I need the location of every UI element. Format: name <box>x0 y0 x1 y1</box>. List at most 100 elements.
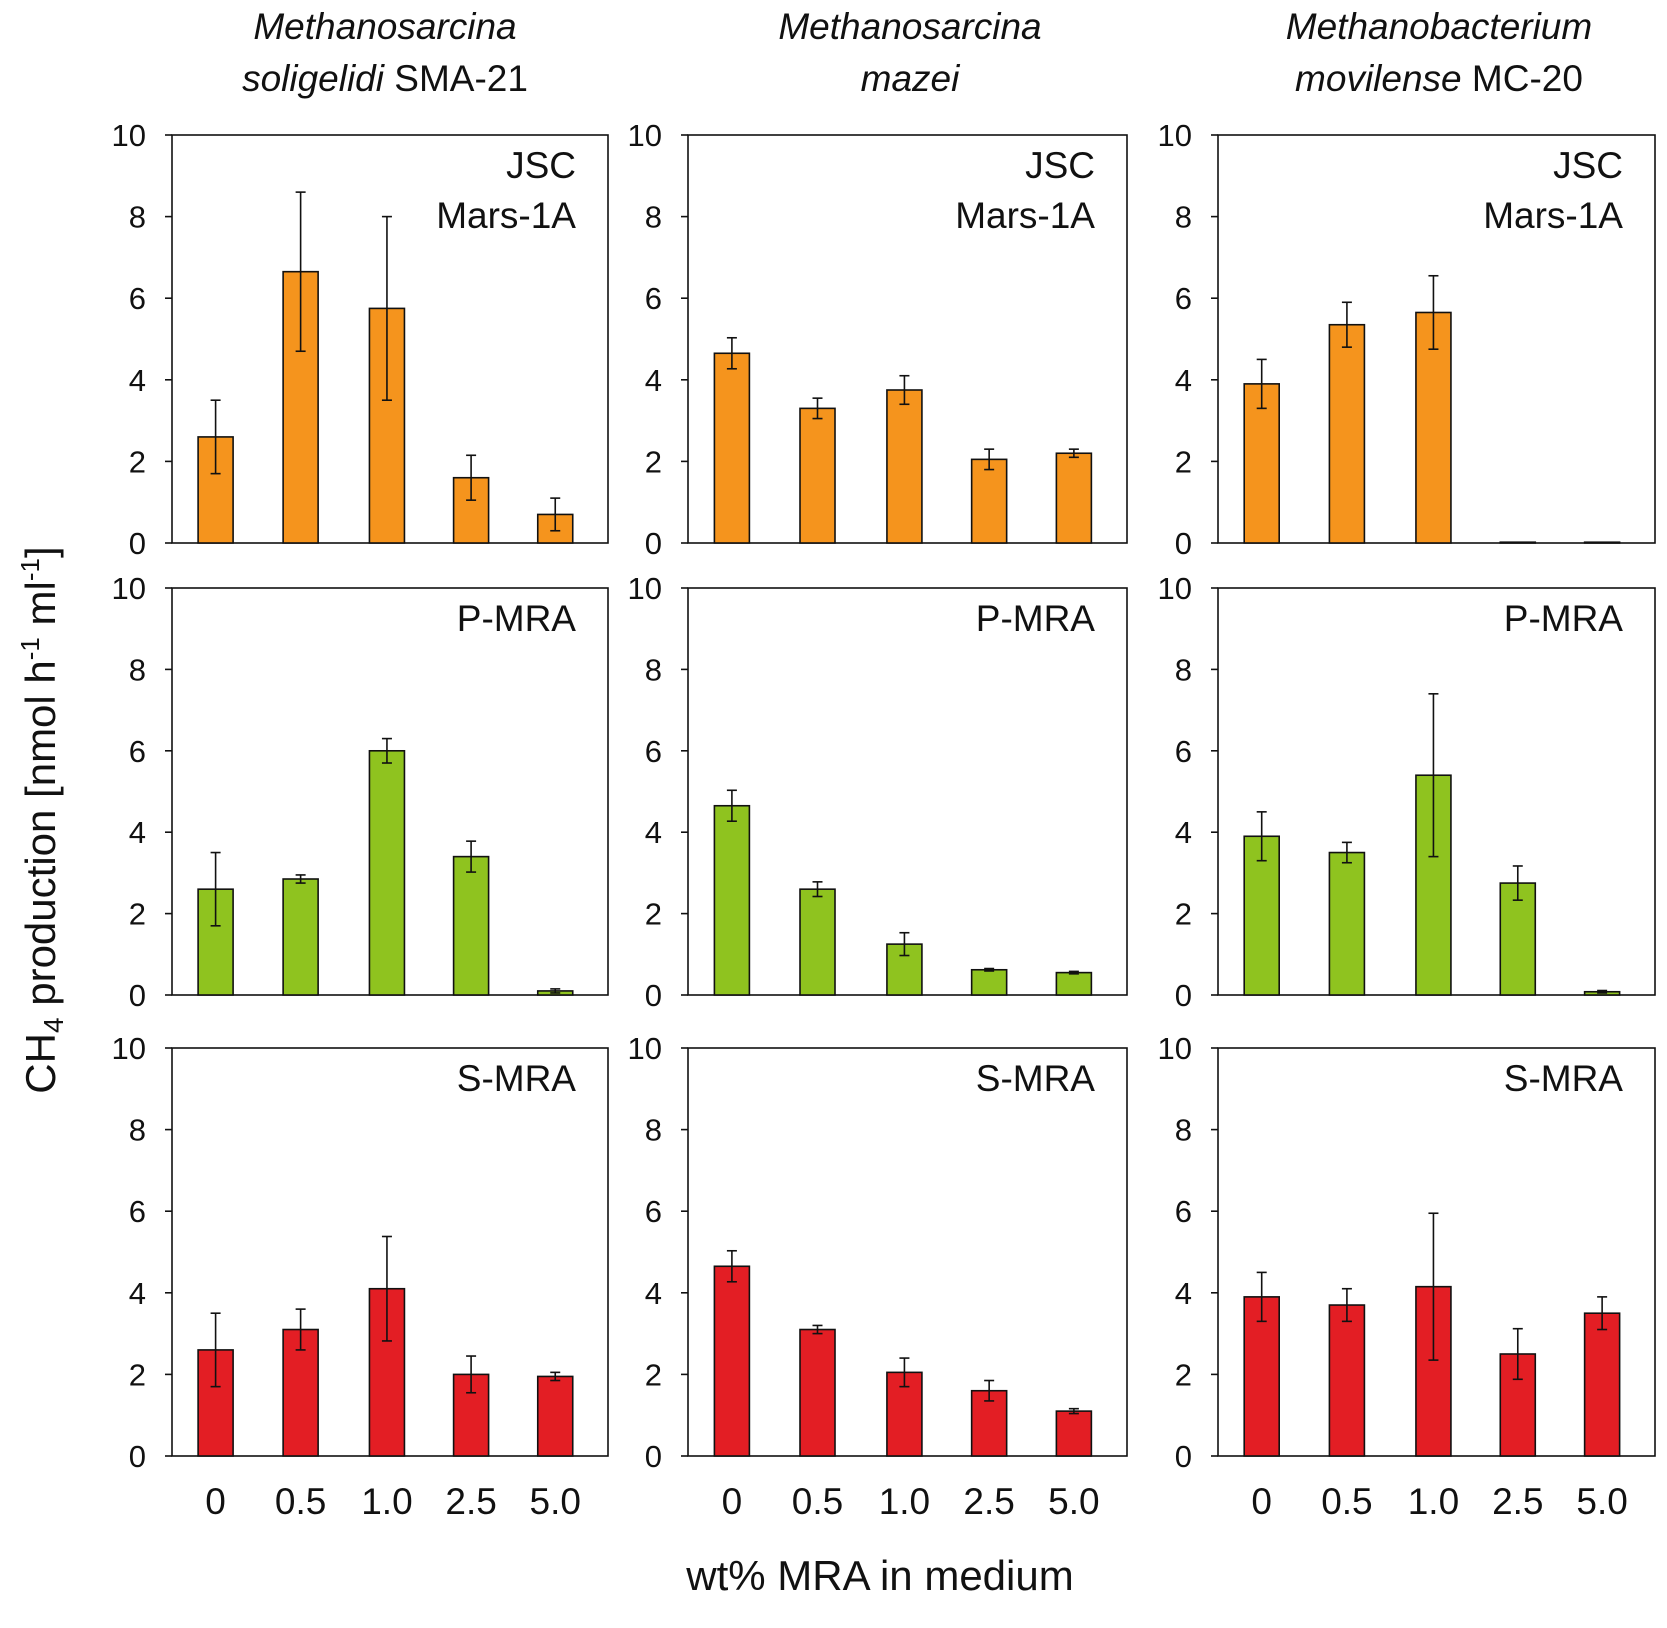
y-tick-label: 2 <box>645 444 662 479</box>
y-tick-label: 6 <box>1175 1194 1192 1229</box>
column-title-2: Methanosarcina mazei <box>778 6 1041 99</box>
bar <box>799 1328 836 1457</box>
panel-label: P-MRA <box>1504 598 1624 639</box>
panel-label: P-MRA <box>457 598 577 639</box>
bar <box>1055 452 1093 544</box>
bar <box>970 458 1008 544</box>
panel-label: Mars-1A <box>436 195 576 236</box>
y-tick-label: 0 <box>129 978 146 1013</box>
y-tick-label: 10 <box>112 118 146 153</box>
panel-2-1: 0 2 4 6 8 10 P-MRA <box>112 571 609 1013</box>
bar <box>1415 311 1452 544</box>
y-tick-label: 4 <box>129 815 146 850</box>
x-tick-label: 1.0 <box>879 1481 930 1522</box>
y-tick-label: 6 <box>129 734 146 769</box>
bar <box>1328 1304 1366 1457</box>
y-tick-label: 8 <box>1175 652 1192 687</box>
column-title-1: Methanosarcina soligelidi SMA-21 <box>242 6 528 99</box>
y-tick-label: 4 <box>1175 1276 1192 1311</box>
panel-3-2: 0 2 4 6 8 10 S-MRA 0 0.5 1.0 2.5 5.0 <box>628 1031 1128 1522</box>
x-tick-label: 2.5 <box>963 1481 1014 1522</box>
bar <box>970 968 1008 996</box>
bar <box>799 407 836 544</box>
y-tick-label: 8 <box>645 652 662 687</box>
y-tick-label: 8 <box>129 652 146 687</box>
column-title-1-line1: Methanosarcina <box>253 6 516 47</box>
panel-1-1: 0 2 4 6 8 10 JSC Mars-1A <box>112 118 609 561</box>
x-tick-label: 0 <box>205 1481 226 1522</box>
column-title-3-line2: movilense MC-20 <box>1295 58 1583 99</box>
y-tick-label: 10 <box>1158 1031 1192 1066</box>
x-tick-label: 0.5 <box>1321 1481 1372 1522</box>
x-axis-label: wt% MRA in medium <box>685 1552 1073 1599</box>
bar <box>799 888 836 996</box>
y-tick-label: 6 <box>645 734 662 769</box>
panel-2-2: 0 2 4 6 8 10 P-MRA <box>628 571 1128 1013</box>
bar <box>197 888 234 996</box>
y-tick-label: 8 <box>1175 200 1192 235</box>
column-title-1-line2: soligelidi SMA-21 <box>242 58 528 99</box>
bar <box>1055 971 1093 996</box>
y-tick-label: 10 <box>112 1031 146 1066</box>
y-tick-label: 2 <box>645 897 662 932</box>
panel-label: Mars-1A <box>1483 195 1623 236</box>
x-tick-label: 1.0 <box>1408 1481 1459 1522</box>
y-tick-label: 10 <box>112 571 146 606</box>
panel-label: S-MRA <box>1504 1058 1624 1099</box>
bar <box>713 352 751 544</box>
x-tick-label: 0.5 <box>792 1481 843 1522</box>
panel-label: Mars-1A <box>955 195 1095 236</box>
y-tick-label: 4 <box>1175 815 1192 850</box>
y-tick-label: 0 <box>1175 526 1192 561</box>
bar <box>282 878 319 996</box>
y-tick-label: 4 <box>645 1276 662 1311</box>
panel-3-1: 0 2 4 6 8 10 S-MRA 0 0.5 1.0 2.5 5.0 <box>112 1031 609 1522</box>
y-tick-label: 0 <box>1175 1439 1192 1474</box>
y-tick-label: 8 <box>645 1113 662 1148</box>
x-tick-label: 5.0 <box>1048 1481 1099 1522</box>
y-tick-label: 6 <box>1175 281 1192 316</box>
y-tick-label: 0 <box>129 1439 146 1474</box>
y-tick-label: 4 <box>129 363 146 398</box>
y-tick-label: 0 <box>645 526 662 561</box>
panel-label: P-MRA <box>976 598 1096 639</box>
x-tick-label: 2.5 <box>1492 1481 1543 1522</box>
bar <box>1243 383 1280 544</box>
y-tick-label: 0 <box>645 978 662 1013</box>
y-tick-label: 8 <box>645 200 662 235</box>
y-tick-label: 10 <box>1158 571 1192 606</box>
y-axis-label: CH4 production [nmol h-1 ml-1] <box>15 546 69 1093</box>
x-tick-label: 1.0 <box>361 1481 412 1522</box>
y-tick-label: 4 <box>1175 363 1192 398</box>
bar <box>1055 1410 1093 1457</box>
y-tick-label: 4 <box>645 363 662 398</box>
panels: 0 2 4 6 8 10 JSC Mars-1A 0 2 4 6 8 10 JSC Mars-1A 0 2 4 6 8 1… <box>112 118 1656 1522</box>
bar <box>1415 1285 1452 1457</box>
y-tick-label: 2 <box>645 1357 662 1392</box>
bar <box>713 804 751 996</box>
y-tick-label: 2 <box>1175 1357 1192 1392</box>
y-tick-label: 6 <box>645 281 662 316</box>
y-tick-label: 10 <box>1158 118 1192 153</box>
y-tick-label: 0 <box>1175 978 1192 1013</box>
column-title-2-line1: Methanosarcina <box>778 6 1041 47</box>
y-tick-label: 8 <box>129 1113 146 1148</box>
bar <box>1328 323 1366 544</box>
y-tick-label: 0 <box>645 1439 662 1474</box>
x-tick-label: 0 <box>722 1481 743 1522</box>
y-tick-label: 8 <box>129 200 146 235</box>
y-tick-label: 8 <box>1175 1113 1192 1148</box>
y-tick-label: 2 <box>1175 897 1192 932</box>
panel-label: JSC <box>1553 145 1623 186</box>
panel-2-3: 0 2 4 6 8 10 P-MRA <box>1158 571 1656 1013</box>
bar <box>1499 882 1537 996</box>
x-tick-label: 0.5 <box>275 1481 326 1522</box>
bar <box>713 1265 751 1457</box>
y-tick-label: 6 <box>129 281 146 316</box>
column-title-3-line1: Methanobacterium <box>1286 6 1592 47</box>
y-tick-label: 4 <box>645 815 662 850</box>
bar <box>1243 835 1280 996</box>
bar <box>886 389 923 544</box>
panel-1-3: 0 2 4 6 8 10 JSC Mars-1A <box>1158 118 1656 561</box>
